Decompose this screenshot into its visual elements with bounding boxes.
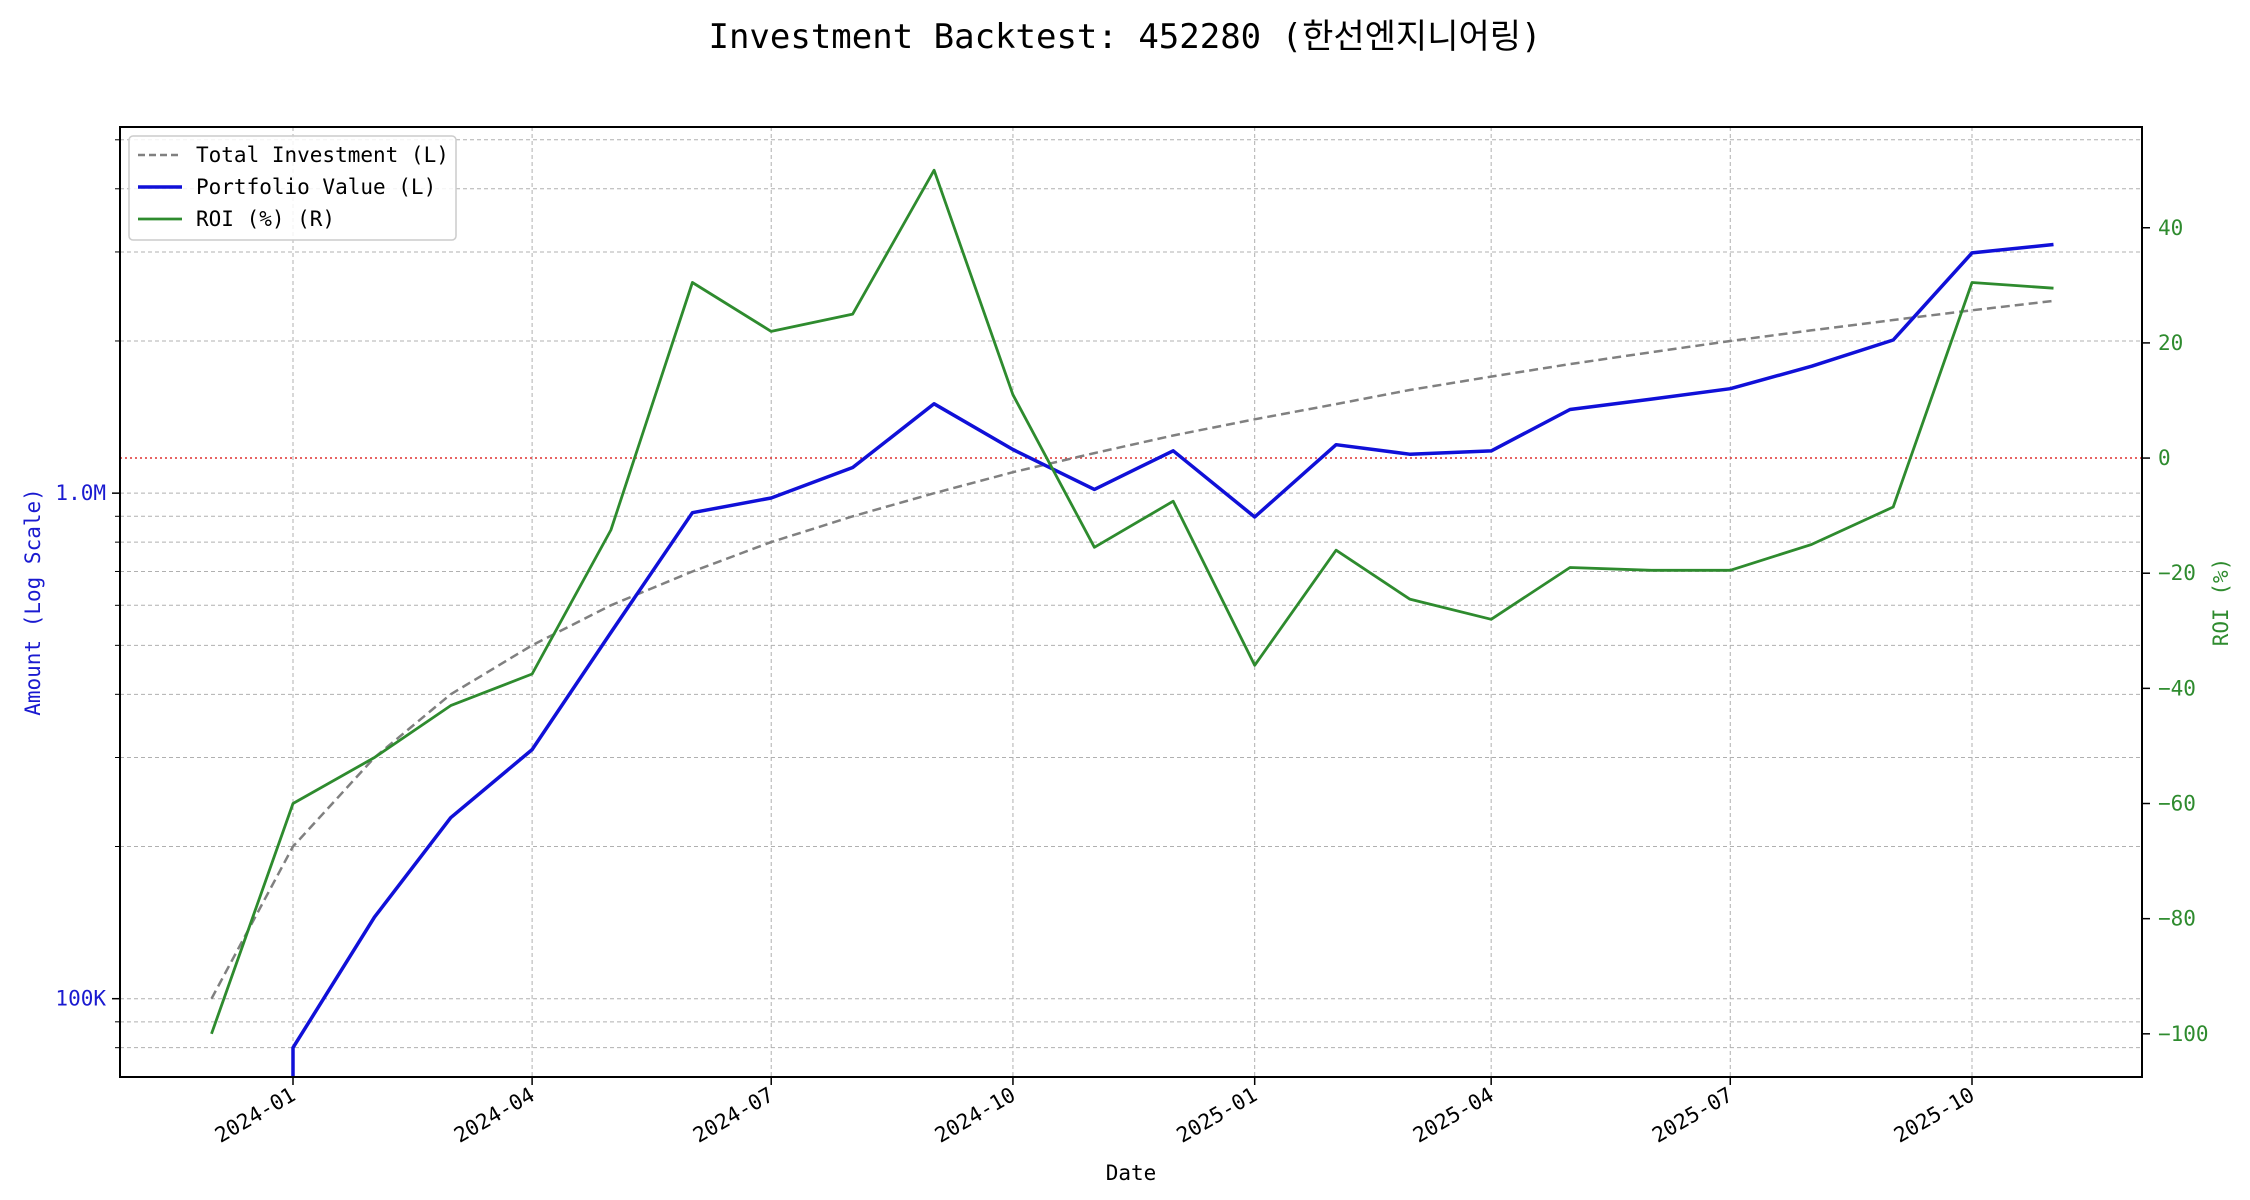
left-tick-label: 1.0M	[55, 481, 106, 505]
right-axis-ticks: −100 −80 −60 −40 −20 0 20 40	[2142, 216, 2209, 1046]
x-tick-label: 2025-10	[1890, 1083, 1979, 1148]
x-axis-label: Date	[1106, 1161, 1157, 1185]
series-portfolio-value	[291, 242, 2054, 1077]
right-tick-label: −60	[2158, 792, 2196, 816]
series-total-investment	[210, 299, 2054, 1000]
x-tick-label: 2025-04	[1409, 1083, 1498, 1148]
x-tick-label: 2024-04	[450, 1083, 539, 1148]
right-tick-label: −80	[2158, 907, 2196, 931]
plot-frame	[119, 126, 2143, 1078]
chart-title: Investment Backtest: 452280 (한선엔지니어링)	[708, 17, 1541, 57]
right-tick-label: −100	[2158, 1022, 2209, 1046]
series-lines	[210, 168, 2054, 1077]
right-tick-label: 0	[2158, 446, 2171, 470]
right-axis-label: ROI (%)	[2209, 558, 2233, 647]
right-tick-label: −20	[2158, 561, 2196, 585]
left-axis-ticks: 100K 1.0M	[55, 139, 120, 1049]
x-tick-label: 2024-07	[689, 1083, 778, 1148]
left-axis-label: Amount (Log Scale)	[21, 488, 45, 716]
gridlines	[120, 127, 2142, 1077]
legend-label: Portfolio Value (L)	[196, 175, 436, 199]
legend: Total Investment (L) Portfolio Value (L) R…	[128, 135, 457, 241]
legend-label: Total Investment (L)	[196, 143, 449, 167]
legend-label: ROI (%) (R)	[196, 207, 335, 231]
x-tick-label: 2025-01	[1173, 1083, 1262, 1148]
right-tick-label: 20	[2158, 331, 2183, 355]
left-tick-label: 100K	[55, 987, 106, 1011]
legend-box	[128, 135, 457, 241]
right-tick-label: 40	[2158, 216, 2183, 240]
right-tick-label: −40	[2158, 676, 2196, 700]
x-tick-label: 2025-07	[1648, 1083, 1737, 1148]
x-tick-label: 2024-10	[931, 1083, 1020, 1148]
series-roi	[210, 168, 2054, 1035]
x-tick-label: 2024-01	[211, 1083, 300, 1148]
x-axis-ticks: 2024-01 2024-04 2024-07 2024-10 2025-01 2025-…	[211, 1077, 1979, 1148]
